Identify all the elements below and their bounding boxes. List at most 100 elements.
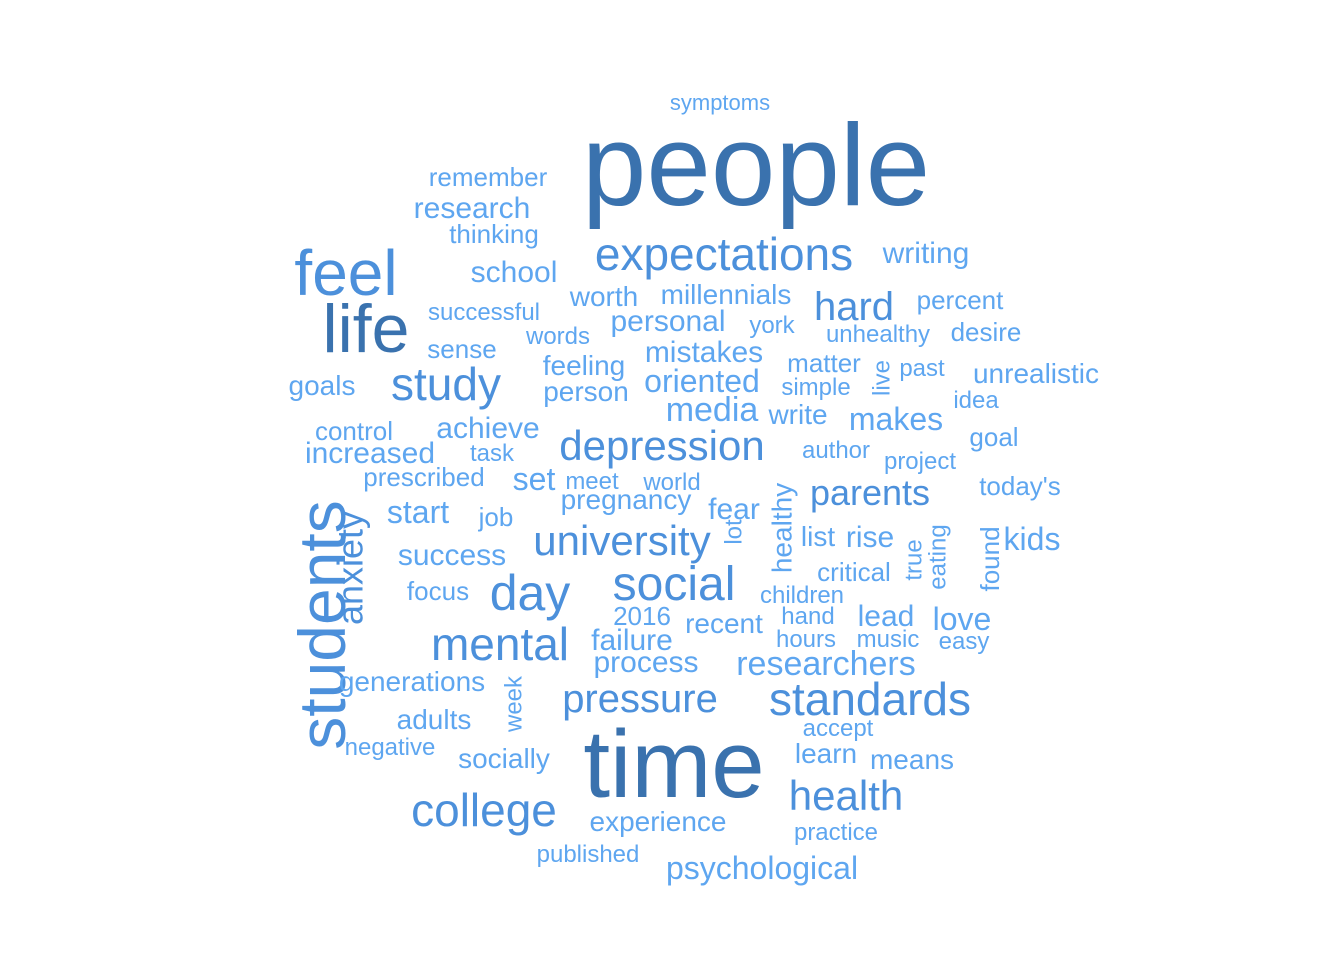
- cloud-word-feel: feel: [294, 237, 397, 309]
- cloud-word-job: job: [478, 502, 514, 532]
- cloud-word-mental: mental: [431, 618, 569, 670]
- cloud-word-matter: matter: [787, 348, 861, 378]
- cloud-word-author: author: [802, 437, 870, 464]
- cloud-word-millennials: millennials: [661, 279, 792, 310]
- cloud-word-york: york: [749, 312, 795, 339]
- cloud-word-fear: fear: [708, 493, 760, 526]
- cloud-word-prescribed: prescribed: [363, 462, 484, 492]
- cloud-word-set: set: [513, 461, 556, 497]
- cloud-word-standards: standards: [769, 673, 971, 725]
- cloud-word-pressure: pressure: [562, 677, 718, 721]
- cloud-word-students: students: [285, 500, 359, 750]
- cloud-word-symptoms: symptoms: [670, 90, 770, 115]
- cloud-word-researchers: researchers: [736, 645, 916, 683]
- cloud-word-means: means: [870, 744, 954, 775]
- cloud-word-goals: goals: [289, 370, 356, 401]
- cloud-word-today-s: today's: [979, 471, 1061, 501]
- cloud-word-generations: generations: [339, 666, 485, 697]
- cloud-word-adults: adults: [397, 704, 472, 735]
- cloud-word-process: process: [593, 646, 698, 679]
- cloud-word-college: college: [411, 784, 557, 836]
- cloud-word-sense: sense: [427, 334, 496, 364]
- cloud-word-critical: critical: [817, 557, 891, 587]
- cloud-word-found: found: [975, 526, 1005, 591]
- cloud-word-experience: experience: [590, 806, 727, 837]
- cloud-word-social: social: [613, 558, 736, 611]
- cloud-word-personal: personal: [610, 305, 725, 338]
- cloud-word-eating: eating: [925, 524, 952, 589]
- cloud-word-lot: lot: [721, 519, 748, 545]
- cloud-word-parents: parents: [810, 472, 930, 513]
- cloud-word-live: live: [869, 360, 896, 396]
- cloud-word-life: life: [323, 291, 410, 367]
- cloud-word-anxiety: anxiety: [330, 511, 371, 625]
- cloud-word-learn: learn: [795, 738, 857, 769]
- cloud-word-day: day: [490, 565, 571, 621]
- cloud-word-words: words: [525, 323, 590, 350]
- cloud-word-published: published: [537, 841, 640, 868]
- cloud-word-person: person: [543, 376, 629, 407]
- cloud-word-task: task: [470, 440, 515, 467]
- cloud-word-project: project: [884, 448, 956, 475]
- cloud-word-music: music: [857, 626, 920, 653]
- cloud-word-successful: successful: [428, 299, 540, 326]
- cloud-word-achieve: achieve: [436, 412, 539, 445]
- cloud-word-feeling: feeling: [543, 350, 626, 381]
- cloud-word-percent: percent: [917, 285, 1004, 315]
- cloud-word-university: university: [533, 517, 710, 564]
- cloud-word-increased: increased: [305, 437, 435, 470]
- cloud-word-recent: recent: [685, 608, 763, 639]
- cloud-word-practice: practice: [794, 819, 878, 846]
- cloud-word-week: week: [501, 675, 528, 733]
- cloud-word-healthy: healthy: [767, 483, 798, 573]
- cloud-word-focus: focus: [407, 576, 469, 606]
- cloud-word-control: control: [315, 416, 393, 446]
- cloud-word-write: write: [767, 399, 827, 430]
- cloud-word-people: people: [582, 100, 930, 230]
- cloud-word-failure: failure: [591, 624, 673, 657]
- cloud-word-health: health: [789, 772, 903, 819]
- cloud-word-study: study: [391, 358, 501, 410]
- cloud-word-writing: writing: [882, 237, 970, 270]
- cloud-word-children: children: [760, 582, 844, 609]
- cloud-word-time: time: [583, 711, 764, 818]
- cloud-word-mistakes: mistakes: [645, 336, 763, 369]
- cloud-word-socially: socially: [458, 743, 550, 774]
- cloud-word-negative: negative: [345, 734, 436, 761]
- cloud-word-kids: kids: [1004, 521, 1061, 557]
- cloud-word-list: list: [801, 521, 835, 552]
- cloud-word-true: true: [901, 539, 928, 580]
- cloud-word-2016: 2016: [613, 601, 671, 631]
- cloud-word-idea: idea: [953, 387, 999, 414]
- cloud-word-goal: goal: [969, 422, 1018, 452]
- cloud-word-research: research: [414, 192, 531, 225]
- cloud-word-media: media: [666, 391, 759, 429]
- cloud-word-world: world: [642, 469, 700, 496]
- cloud-word-desire: desire: [951, 317, 1022, 347]
- cloud-word-meet: meet: [565, 468, 619, 495]
- cloud-word-simple: simple: [781, 374, 850, 401]
- cloud-word-start: start: [387, 494, 449, 530]
- cloud-word-thinking: thinking: [449, 219, 539, 249]
- cloud-word-remember: remember: [429, 162, 548, 192]
- cloud-word-pregnancy: pregnancy: [561, 484, 692, 515]
- cloud-word-worth: worth: [569, 281, 638, 312]
- cloud-word-past: past: [899, 355, 945, 382]
- cloud-word-school: school: [471, 256, 558, 289]
- cloud-word-lead: lead: [858, 600, 915, 633]
- cloud-word-accept: accept: [803, 715, 874, 742]
- cloud-word-depression: depression: [559, 422, 764, 469]
- cloud-word-unhealthy: unhealthy: [826, 321, 930, 348]
- cloud-word-hours: hours: [776, 626, 836, 653]
- cloud-word-unrealistic: unrealistic: [973, 358, 1099, 389]
- cloud-word-makes: makes: [849, 401, 943, 437]
- cloud-word-hand: hand: [781, 603, 834, 630]
- cloud-word-rise: rise: [846, 521, 894, 554]
- cloud-word-oriented: oriented: [644, 363, 760, 399]
- cloud-word-success: success: [398, 539, 506, 572]
- cloud-word-hard: hard: [814, 285, 894, 329]
- cloud-word-psychological: psychological: [666, 850, 858, 886]
- cloud-word-love: love: [933, 601, 992, 637]
